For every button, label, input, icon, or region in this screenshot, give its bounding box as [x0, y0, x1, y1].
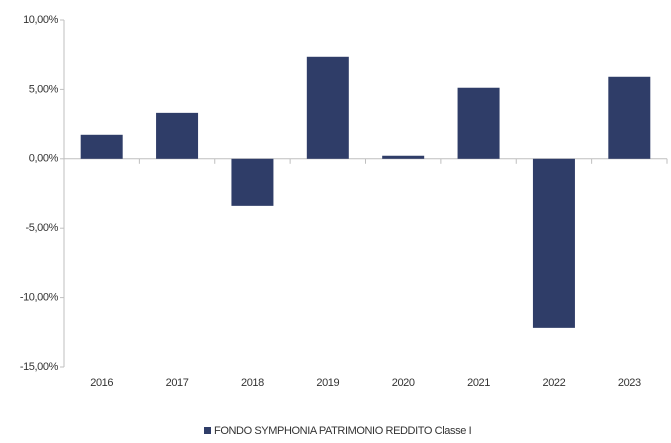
bar — [231, 158, 274, 206]
y-tick-label: -15,00% — [20, 361, 59, 373]
bar — [608, 76, 651, 159]
x-tick-label: 2023 — [618, 377, 641, 389]
bar — [306, 56, 349, 159]
x-tick-label: 2020 — [392, 377, 415, 389]
legend-label: FONDO SYMPHONIA PATRIMONIO REDDITO Class… — [214, 425, 472, 437]
y-tick-label: 0,00% — [29, 153, 59, 165]
bar — [532, 158, 575, 328]
legend-swatch — [204, 427, 211, 434]
x-tick-label: 2022 — [543, 377, 566, 389]
y-tick-label: 10,00% — [23, 14, 59, 26]
y-tick-label: 5,00% — [29, 83, 59, 95]
x-tick-label: 2018 — [241, 377, 264, 389]
x-tick-label: 2019 — [316, 377, 339, 389]
bar — [382, 155, 425, 159]
bar — [156, 112, 199, 159]
y-tick-label: -5,00% — [26, 222, 59, 234]
bar — [457, 87, 500, 159]
y-tick-label: -10,00% — [20, 292, 59, 304]
bar — [80, 134, 123, 159]
x-tick-label: 2016 — [90, 377, 113, 389]
x-tick-label: 2021 — [467, 377, 490, 389]
x-tick-label: 2017 — [166, 377, 189, 389]
